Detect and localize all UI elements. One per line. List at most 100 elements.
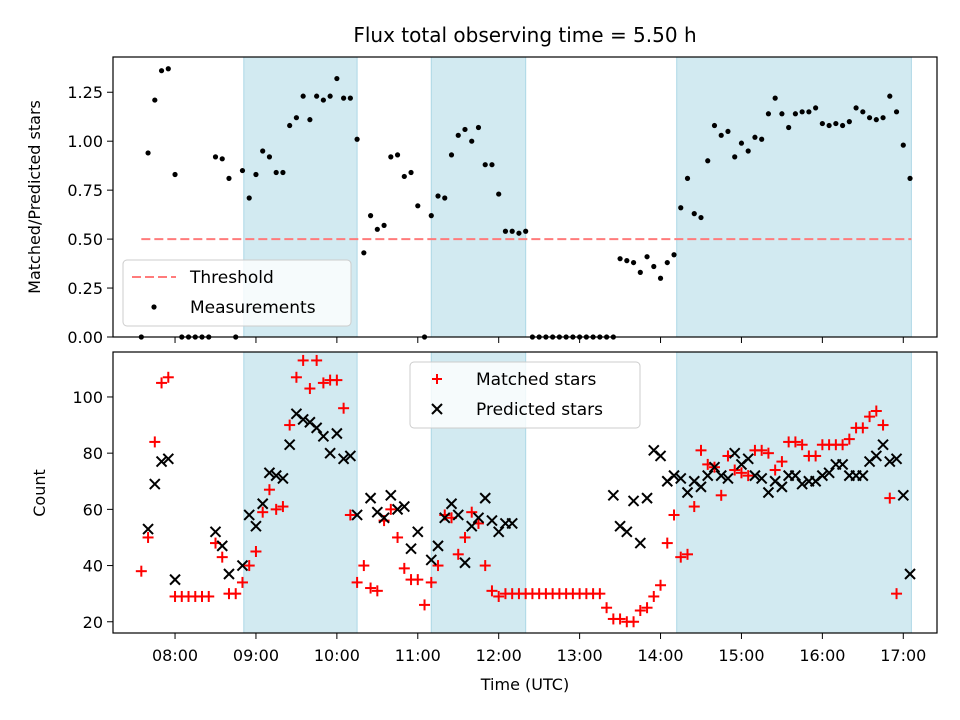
matched-star-point xyxy=(486,585,498,597)
measurement-point xyxy=(300,93,306,99)
predicted-star-point xyxy=(223,568,235,580)
matched-star-point xyxy=(452,548,464,560)
measurement-point xyxy=(401,173,407,180)
measurement-point xyxy=(786,124,792,131)
matched-star-point xyxy=(284,419,296,431)
matched-star-point xyxy=(263,484,275,496)
measurement-point xyxy=(718,132,724,138)
measurement-point xyxy=(772,95,778,101)
matched-star-point xyxy=(769,464,781,476)
predicted-star-point xyxy=(270,469,282,482)
matched-star-point xyxy=(843,433,855,445)
matched-star-point xyxy=(270,503,282,515)
measurement-point xyxy=(684,175,691,181)
matched-star-point xyxy=(257,506,269,518)
predicted-star-point xyxy=(155,455,168,468)
measurement-point xyxy=(738,140,745,146)
predicted-star-point xyxy=(776,481,788,493)
matched-star-point xyxy=(837,439,849,451)
matched-star-point xyxy=(661,537,673,549)
bottom-legend-box xyxy=(409,361,641,429)
matched-star-point xyxy=(789,436,801,448)
predicted-star-point xyxy=(715,469,727,482)
matched-star-point xyxy=(365,582,377,594)
measurement-point xyxy=(698,214,704,221)
measurement-point xyxy=(839,122,846,129)
predicted-star-point xyxy=(621,526,633,538)
matched-star-point xyxy=(594,588,606,600)
predicted-star-point xyxy=(641,492,653,504)
measurement-point xyxy=(691,211,697,217)
matched-star-point xyxy=(796,439,808,451)
matched-star-point xyxy=(668,509,680,521)
legend-measurements-swatch xyxy=(151,304,157,310)
matched-star-point xyxy=(250,546,262,558)
measurement-point xyxy=(462,126,468,133)
predicted-star-point xyxy=(216,540,228,552)
measurement-point xyxy=(448,152,455,158)
bottom-y-axis-label: Count xyxy=(30,469,49,517)
predicted-star-point xyxy=(890,453,903,465)
predicted-star-point xyxy=(749,469,761,482)
matched-star-point xyxy=(432,560,444,572)
measurement-point xyxy=(354,136,360,142)
predicted-star-point xyxy=(405,542,417,555)
measurement-point xyxy=(813,105,819,111)
x-tick-label: 08:00 xyxy=(152,646,198,665)
predicted-star-point xyxy=(445,498,458,510)
top-x-ticks xyxy=(174,337,904,343)
measurement-point xyxy=(260,148,266,154)
matched-star-point xyxy=(466,506,478,518)
predicted-star-point xyxy=(634,537,647,549)
ratio-panel: Flux total observing time = 5.50 h 0.000… xyxy=(25,23,938,347)
predicted-star-point xyxy=(236,559,249,572)
matched-star-point xyxy=(230,588,242,600)
measurement-point xyxy=(253,171,259,178)
measurement-point xyxy=(846,119,852,125)
matched-star-point xyxy=(891,588,903,600)
predicted-star-point xyxy=(675,472,687,485)
matched-star-point xyxy=(634,605,646,617)
matched-star-point xyxy=(459,531,471,543)
matched-star-point xyxy=(243,560,255,572)
matched-star-point xyxy=(762,447,774,459)
measurement-point xyxy=(725,128,731,135)
predicted-star-point xyxy=(149,478,161,490)
measurement-point xyxy=(145,150,151,156)
predicted-star-point xyxy=(256,498,269,510)
predicted-star-point xyxy=(142,523,154,535)
measurement-point xyxy=(630,259,637,266)
matched-star-point xyxy=(304,383,316,395)
predicted-star-point xyxy=(897,489,909,502)
measurement-point xyxy=(266,154,273,160)
matched-star-point xyxy=(655,579,667,591)
matched-star-point xyxy=(358,560,370,572)
predicted-star-point xyxy=(452,509,464,521)
legend-measurements-label: Measurements xyxy=(190,298,316,318)
measurement-point xyxy=(644,254,650,260)
matched-star-point xyxy=(385,503,397,515)
top-shaded-intervals xyxy=(243,56,912,338)
matched-star-point xyxy=(419,599,431,611)
matched-star-point xyxy=(277,501,289,513)
matched-star-point xyxy=(614,613,626,625)
matched-star-point xyxy=(351,576,363,588)
measurement-point xyxy=(374,226,380,232)
matched-star-point xyxy=(149,436,161,448)
measurement-point xyxy=(711,122,718,129)
measurement-point xyxy=(469,138,475,144)
top-y-tick-label: 1.25 xyxy=(67,83,103,102)
bottom-y-ticks: 20 40 60 80 100 xyxy=(72,388,113,632)
measurement-point xyxy=(152,97,158,103)
matched-star-point xyxy=(675,551,687,563)
measurement-point xyxy=(651,263,657,270)
measurement-point xyxy=(705,158,711,164)
top-shaded-interval xyxy=(676,56,912,338)
predicted-star-point xyxy=(263,467,276,479)
predicted-star-point xyxy=(472,512,485,524)
predicted-star-point xyxy=(627,495,640,507)
predicted-star-point xyxy=(668,469,680,482)
predicted-star-point xyxy=(398,500,411,513)
predicted-star-point xyxy=(702,469,714,482)
